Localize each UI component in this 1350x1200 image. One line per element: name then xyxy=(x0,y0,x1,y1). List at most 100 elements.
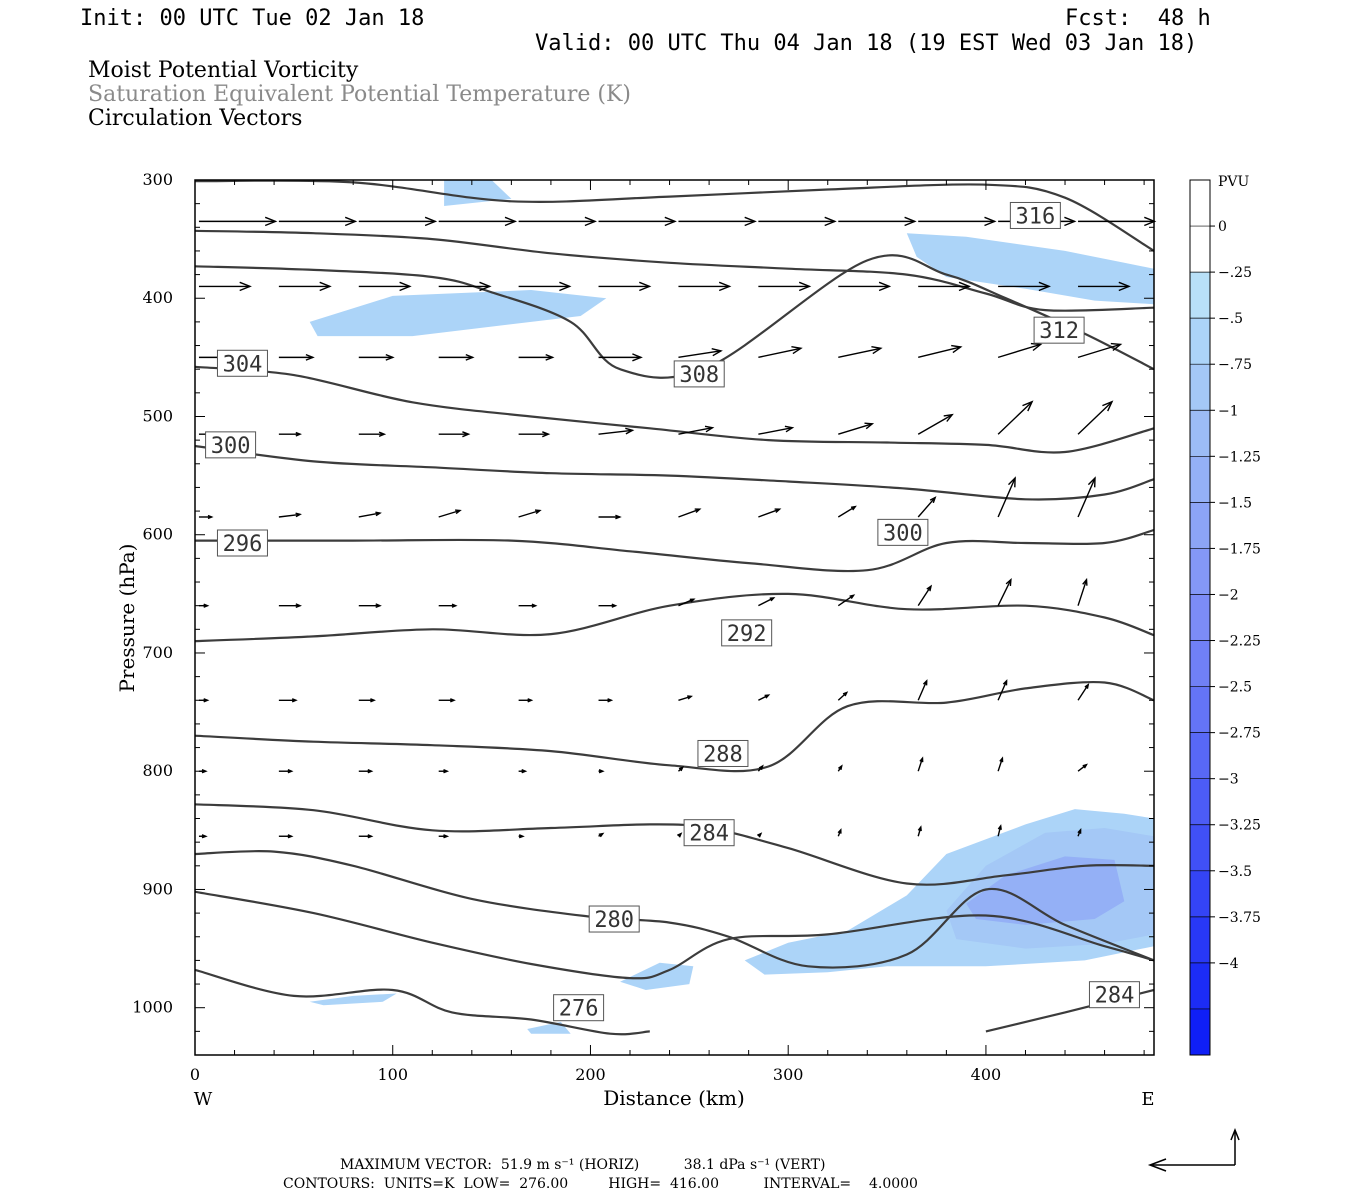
circulation-vector xyxy=(598,427,635,435)
circulation-vector xyxy=(518,603,538,608)
vector-shaft xyxy=(758,597,774,607)
circulation-vector xyxy=(917,756,924,772)
circulation-vector xyxy=(917,496,937,518)
colorbar-label: −1.5 xyxy=(1218,495,1252,511)
y-tick-label: 700 xyxy=(142,643,173,662)
vector-head xyxy=(943,413,954,422)
circulation-vector xyxy=(358,603,382,609)
contour-label-box xyxy=(216,529,268,557)
vector-head xyxy=(451,603,458,608)
vector-head xyxy=(1038,281,1051,292)
colorbar-swatch xyxy=(1190,456,1210,503)
circulation-vector xyxy=(598,832,605,838)
vector-head xyxy=(584,216,597,227)
theta-contour xyxy=(195,528,1154,573)
vector-head xyxy=(203,698,210,703)
circulation-vector xyxy=(1077,476,1096,518)
vector-shaft xyxy=(838,423,873,435)
circulation-vector xyxy=(837,828,842,837)
theta-contour xyxy=(195,254,1154,379)
vector-head xyxy=(518,834,525,839)
circulation-vector xyxy=(278,431,302,437)
colorbar-swatch xyxy=(1190,962,1210,1010)
circulation-vector xyxy=(758,281,812,292)
theta-contour xyxy=(195,592,1154,643)
contour-label: 288 xyxy=(703,742,743,767)
contour-label: 316 xyxy=(1015,204,1055,229)
axes-layer: 300 400 500 600 700 800 900 1000 0 100 200 300 400 W E… xyxy=(115,170,1155,1110)
contour-label: 308 xyxy=(679,363,719,388)
circulation-vector xyxy=(758,216,837,227)
colorbar-label: −3.75 xyxy=(1218,910,1261,926)
vector-head xyxy=(201,834,208,839)
vector-shaft xyxy=(1077,684,1089,701)
circulation-vector xyxy=(518,769,528,774)
vector-head xyxy=(370,698,376,703)
colorbar-label: −1 xyxy=(1218,403,1239,419)
vector-head xyxy=(837,828,842,834)
y-tick-label: 900 xyxy=(142,879,173,898)
circulation-vector xyxy=(838,281,892,292)
vector-head xyxy=(704,425,715,433)
circulation-vector xyxy=(1077,828,1082,837)
vector-shaft xyxy=(678,350,722,359)
vector-head xyxy=(919,756,924,763)
vector-head xyxy=(842,691,849,697)
colorbar-swatch xyxy=(1190,824,1210,872)
contour-label-box xyxy=(216,349,268,377)
colorbar-swatch xyxy=(1190,870,1210,918)
vector-head xyxy=(450,698,456,703)
vector-shaft xyxy=(1077,477,1096,518)
vector-head xyxy=(850,505,857,511)
contour-label: 300 xyxy=(211,434,251,459)
vector-head xyxy=(871,346,883,355)
y-axis-title: Pressure (hPa) xyxy=(115,544,139,693)
colorbar-label: 0 xyxy=(1218,219,1227,235)
y-tick-label: 1000 xyxy=(132,998,173,1017)
contour-label: 300 xyxy=(883,521,923,546)
vector-head xyxy=(545,353,555,361)
field-title-theta-es: Saturation Equivalent Potential Temperat… xyxy=(88,82,631,107)
contour-label: 280 xyxy=(594,908,634,933)
circulation-vector xyxy=(997,824,1002,837)
circulation-vector xyxy=(358,431,387,437)
circulation-vector xyxy=(278,281,332,292)
circulation-vector xyxy=(278,698,298,703)
vector-head xyxy=(305,353,315,361)
vector-head xyxy=(1008,476,1016,488)
theta-contour xyxy=(195,180,1154,252)
contour-label-box xyxy=(697,739,749,767)
circulation-vector xyxy=(997,578,1012,606)
contour-label-box xyxy=(553,994,605,1022)
vector-head xyxy=(878,281,892,292)
vector-shaft xyxy=(278,513,301,518)
colorbar-label: −1.25 xyxy=(1218,449,1261,465)
vector-head xyxy=(1005,578,1012,587)
contour-label-box xyxy=(683,819,735,847)
vector-head xyxy=(295,431,302,437)
circulation-vector xyxy=(198,834,208,839)
colorbar-swatch xyxy=(1190,364,1210,411)
vector-head xyxy=(639,281,652,292)
contour-label-box xyxy=(721,619,773,647)
vector-head xyxy=(1118,281,1131,292)
vector-head xyxy=(687,695,693,700)
vector-head xyxy=(1064,216,1077,227)
vector-head xyxy=(625,427,635,435)
circulation-vector xyxy=(598,698,614,703)
circulation-vector xyxy=(758,694,771,701)
colorbar-label: −.75 xyxy=(1218,357,1252,373)
vector-head xyxy=(287,769,294,774)
vector-shaft xyxy=(837,594,854,607)
circulation-vector xyxy=(678,425,715,435)
circulation-vector xyxy=(758,425,795,435)
vector-head xyxy=(677,832,683,838)
vector-head xyxy=(1110,342,1123,352)
vector-head xyxy=(764,694,771,699)
vector-shaft xyxy=(438,509,461,518)
vector-head xyxy=(929,496,937,504)
vector-head xyxy=(399,281,412,292)
vector-head xyxy=(287,834,294,839)
vector-head xyxy=(598,769,605,774)
vector-head xyxy=(951,344,963,354)
